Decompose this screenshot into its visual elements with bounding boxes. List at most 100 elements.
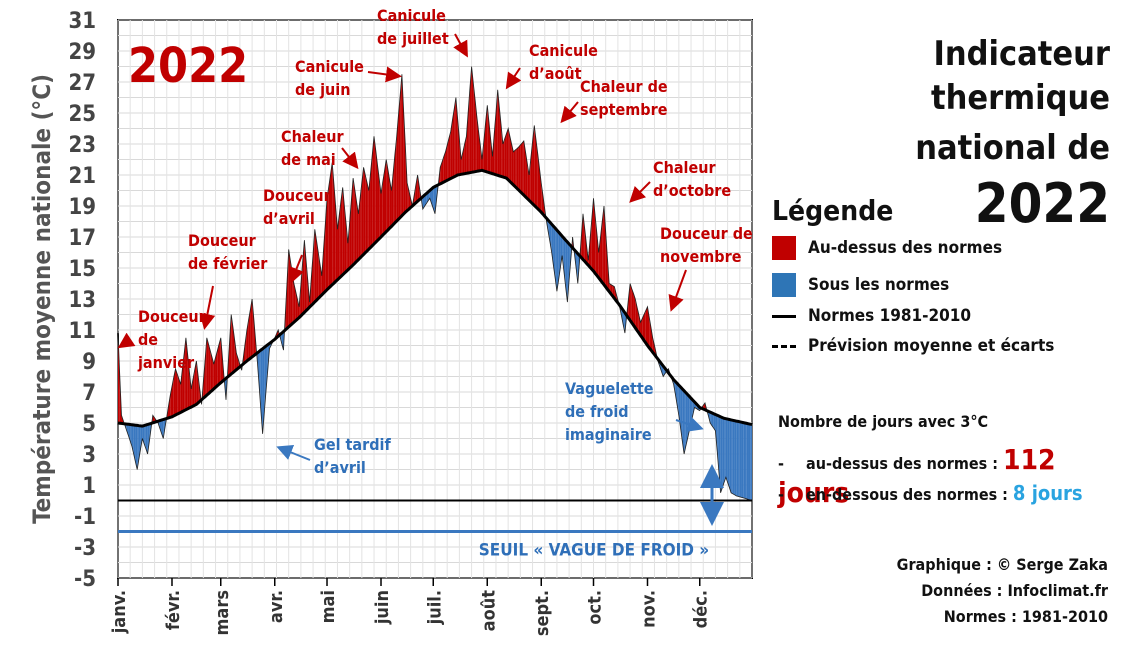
area-above-norm [400, 74, 402, 218]
legend-item-forecast: Prévision moyenne et écarts [772, 336, 1054, 356]
annotation-canicule-aout: Canicule d’août [529, 41, 598, 83]
area-below-norm [262, 347, 265, 434]
area-above-norm [584, 229, 587, 264]
area-above-norm [391, 172, 394, 227]
area-above-norm [394, 136, 397, 223]
annotation-arrow [505, 67, 522, 90]
x-tick-label: déc. [691, 590, 712, 628]
area-above-norm [217, 344, 220, 386]
area-above-norm [206, 337, 209, 396]
x-tick-label: oct. [585, 590, 606, 625]
area-above-norm [375, 150, 378, 243]
chart-annotations: SEUIL « VAGUE DE FROID » 2022 Douceur de jan… [117, 6, 753, 561]
area-above-norm [363, 167, 366, 255]
count-title: Nombre de jours avec 3°C [778, 412, 989, 431]
area-above-norm [644, 310, 646, 343]
annotation-doux-avril: Douceur d’avril [263, 186, 332, 228]
area-below-norm [135, 425, 138, 470]
area-above-norm [441, 156, 444, 183]
area-above-norm [581, 213, 584, 260]
area-above-norm [332, 162, 334, 285]
title-line-1: Indicateur thermique [930, 34, 1110, 118]
area-above-norm [461, 151, 463, 175]
area-below-norm [692, 400, 695, 416]
area-below-norm [748, 423, 751, 500]
area-below-norm [126, 424, 129, 436]
annotation-arrow [199, 285, 216, 330]
annotation-arrow [453, 33, 468, 58]
annotation-doux-fevrier: Douceur de février [188, 231, 268, 273]
area-above-norm [532, 125, 535, 206]
area-below-norm [259, 350, 261, 410]
area-above-norm [333, 184, 336, 284]
count-below: - en-dessous des normes : 8 jours [778, 481, 1083, 505]
y-tick-label: -3 [74, 536, 96, 561]
area-above-norm [523, 140, 526, 197]
y-tick-label: 7 [82, 381, 96, 406]
area-above-norm [483, 123, 486, 172]
area-above-norm [536, 139, 538, 209]
area-above-norm [171, 377, 174, 417]
area-above-norm [194, 361, 197, 406]
area-above-norm [320, 264, 322, 297]
credits: Graphique : © Serge Zaka Données : Infoc… [897, 552, 1108, 630]
area-above-norm [511, 144, 514, 185]
area-above-norm [356, 201, 359, 262]
area-above-norm [457, 118, 460, 175]
legend-swatch-below [772, 273, 796, 297]
area-above-norm [415, 175, 418, 203]
y-tick-label: 29 [68, 40, 96, 65]
area-above-norm [245, 330, 247, 363]
annotation-chaleur-octobre: Chaleur d’octobre [653, 158, 731, 200]
area-below-norm [130, 424, 132, 447]
annotation-vaguelette: Vaguelette de froid imaginaire [565, 379, 654, 444]
chart-grid [117, 19, 753, 579]
area-below-norm [147, 423, 150, 454]
area-below-norm [422, 195, 425, 210]
area-above-norm [306, 260, 308, 311]
area-above-norm [205, 337, 207, 397]
area-above-norm [602, 206, 604, 285]
annotation-canicule-juillet: Canicule de juillet [377, 6, 449, 48]
area-below-norm [743, 422, 746, 499]
area-below-norm [424, 193, 427, 207]
area-above-norm [490, 139, 493, 174]
annotation-arrow [289, 254, 304, 284]
area-above-norm [340, 187, 343, 277]
y-tick-label: 27 [68, 71, 96, 96]
area-above-norm [631, 288, 634, 326]
area-above-norm [598, 237, 601, 281]
area-above-norm [219, 337, 221, 385]
area-above-norm [408, 190, 411, 210]
x-tick-label: mai [318, 590, 339, 623]
annotation-arrow [117, 332, 136, 349]
count-above-value: 112 jours [778, 443, 1056, 509]
title-line-2-prefix: national de [915, 128, 1110, 168]
annotation-doux-novembre: Douceur de novembre [660, 224, 753, 266]
area-above-norm [180, 368, 183, 413]
area-above-norm [330, 162, 333, 287]
annotation-arrow [276, 445, 311, 461]
area-below-norm [144, 425, 146, 449]
credit-graph: Graphique : © Serge Zaka [896, 555, 1108, 574]
area-above-norm [387, 169, 390, 230]
area-above-norm [248, 309, 251, 360]
area-above-norm [537, 154, 540, 211]
area-above-norm [379, 179, 382, 239]
area-above-norm [650, 327, 653, 353]
area-below-norm [746, 423, 749, 500]
area-above-norm [506, 128, 509, 180]
area-above-norm [494, 111, 496, 175]
area-above-norm [118, 333, 120, 424]
area-below-norm [734, 420, 737, 496]
area-above-norm [534, 125, 537, 208]
area-above-norm [220, 337, 223, 383]
area-above-norm [515, 148, 517, 189]
area-above-norm [208, 344, 211, 394]
area-above-norm [522, 140, 524, 196]
area-above-norm [488, 122, 491, 174]
area-below-norm [623, 310, 625, 334]
x-tick-label: avr. [266, 590, 287, 623]
area-below-norm [736, 421, 739, 497]
legend-label-above: Au-dessus des normes [808, 238, 1003, 258]
